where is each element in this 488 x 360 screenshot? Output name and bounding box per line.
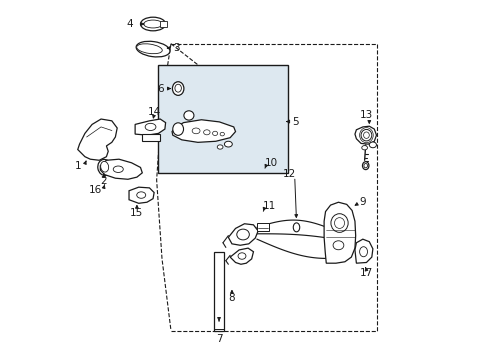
Ellipse shape — [101, 161, 108, 172]
Polygon shape — [78, 119, 117, 160]
Polygon shape — [135, 119, 165, 135]
Text: 14: 14 — [147, 107, 161, 117]
Ellipse shape — [334, 218, 344, 228]
Text: 8: 8 — [228, 293, 235, 303]
Polygon shape — [324, 202, 355, 263]
Text: 3: 3 — [172, 43, 179, 53]
Text: 11: 11 — [263, 201, 276, 211]
Ellipse shape — [368, 142, 376, 148]
Bar — [160, 21, 166, 27]
Text: 16: 16 — [89, 185, 102, 195]
Ellipse shape — [220, 132, 224, 136]
Text: 13: 13 — [359, 110, 372, 120]
Ellipse shape — [224, 141, 232, 147]
Text: 9: 9 — [359, 197, 365, 207]
Polygon shape — [354, 239, 372, 263]
Bar — [257, 223, 268, 231]
Polygon shape — [172, 120, 235, 142]
Text: 7: 7 — [215, 333, 222, 343]
Ellipse shape — [238, 253, 245, 259]
Text: 4: 4 — [126, 19, 133, 29]
Ellipse shape — [98, 159, 111, 175]
Ellipse shape — [143, 20, 162, 28]
Text: 2: 2 — [101, 176, 107, 186]
Ellipse shape — [172, 82, 183, 95]
Ellipse shape — [183, 111, 194, 120]
Ellipse shape — [363, 163, 367, 168]
Ellipse shape — [113, 166, 123, 172]
Ellipse shape — [137, 192, 145, 198]
Text: 5: 5 — [291, 117, 298, 127]
Polygon shape — [129, 187, 154, 203]
Ellipse shape — [361, 145, 367, 150]
Ellipse shape — [363, 132, 368, 138]
Polygon shape — [228, 224, 258, 245]
Polygon shape — [230, 248, 253, 264]
Ellipse shape — [359, 247, 367, 257]
Text: 1: 1 — [74, 161, 81, 171]
Bar — [214, 252, 224, 330]
Polygon shape — [100, 159, 142, 179]
Ellipse shape — [362, 162, 368, 170]
Text: 15: 15 — [130, 208, 143, 218]
Text: 12: 12 — [282, 168, 295, 179]
Ellipse shape — [192, 128, 200, 134]
Ellipse shape — [136, 44, 162, 54]
Text: 17: 17 — [359, 268, 372, 278]
Ellipse shape — [140, 17, 165, 31]
Bar — [158, 65, 287, 173]
Text: 10: 10 — [265, 158, 278, 168]
Ellipse shape — [203, 130, 210, 135]
Text: 6: 6 — [157, 84, 163, 94]
Ellipse shape — [175, 84, 181, 92]
Ellipse shape — [332, 241, 343, 250]
Ellipse shape — [136, 41, 170, 57]
Ellipse shape — [360, 130, 371, 141]
Ellipse shape — [236, 229, 249, 240]
Ellipse shape — [212, 131, 217, 135]
Ellipse shape — [330, 214, 347, 232]
Polygon shape — [354, 126, 376, 144]
Ellipse shape — [145, 123, 156, 131]
Bar — [142, 134, 160, 141]
Ellipse shape — [172, 123, 183, 135]
Ellipse shape — [217, 145, 223, 149]
Ellipse shape — [293, 223, 299, 232]
